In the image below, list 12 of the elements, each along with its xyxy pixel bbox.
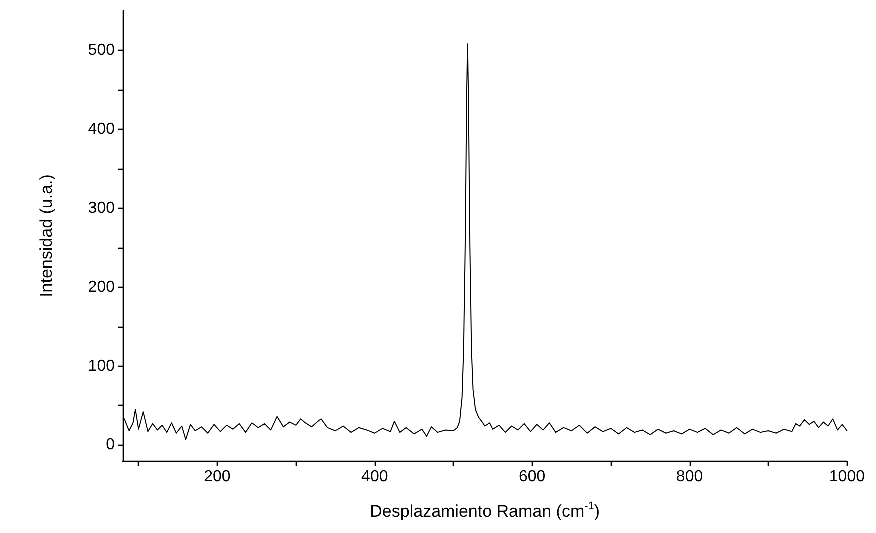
x-tick-label: 400 [362, 468, 388, 486]
y-tick-label: 100 [88, 358, 116, 375]
y-axis-title: Intensidad (u.a.) [37, 174, 56, 298]
y-tick-label: 200 [88, 278, 116, 296]
x-tick-label: 200 [204, 468, 231, 486]
x-tick-label: 1000 [829, 468, 866, 486]
y-tick-label: 400 [88, 120, 116, 138]
y-tick-label: 300 [88, 200, 116, 217]
x-tick-label: 600 [518, 468, 546, 486]
x-tick-label: 800 [676, 468, 704, 486]
y-tick-label: 500 [88, 42, 116, 59]
y-tick-label: 0 [106, 436, 116, 454]
